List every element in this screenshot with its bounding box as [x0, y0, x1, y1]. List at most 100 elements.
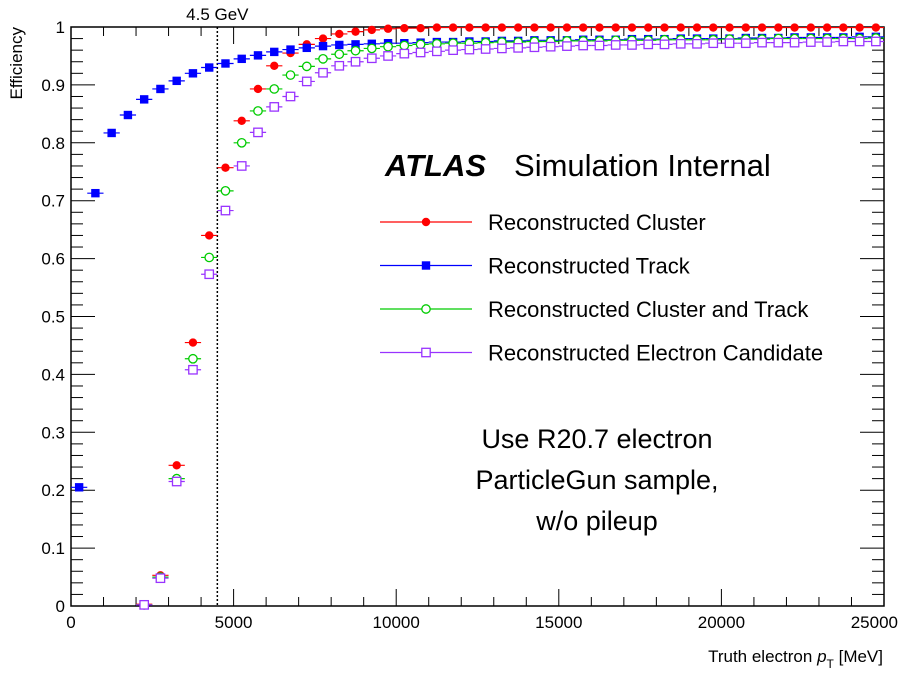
data-point: [269, 102, 280, 112]
y-tick-labels: 0 0.1 0.2 0.3 0.4 0.5 0.6 0.7 0.8 0.9 1: [41, 18, 65, 616]
legend-marker: [421, 217, 431, 227]
y-tick-label: 0: [56, 597, 65, 616]
data-point: [709, 23, 718, 32]
legend: Reconstructed Cluster Reconstructed Track…: [380, 210, 823, 366]
data-point: [270, 47, 279, 57]
legend-label: Reconstructed Cluster: [488, 210, 706, 235]
data-point: [660, 23, 669, 32]
data-point: [334, 60, 345, 71]
legend-label: Reconstructed Cluster and Track: [488, 297, 809, 322]
y-tick-label: 0.6: [41, 250, 65, 269]
data-point: [773, 37, 784, 48]
data-point: [627, 23, 637, 32]
data-point: [237, 54, 246, 64]
data-point: [351, 40, 360, 49]
data-point: [481, 23, 490, 32]
data-point: [221, 163, 230, 172]
data-point: [400, 23, 409, 33]
data-point: [822, 23, 832, 32]
data-point: [757, 37, 767, 48]
data-point: [301, 76, 312, 87]
data-point: [464, 44, 475, 55]
legend-label: Reconstructed Electron Candidate: [488, 341, 823, 366]
x-axis-title-unit: [MeV]: [834, 647, 883, 666]
data-point: [708, 38, 719, 49]
data-point: [545, 41, 556, 52]
legend-marker: [421, 304, 431, 314]
data-point: [497, 43, 507, 54]
x-tick-label: 5000: [215, 613, 253, 632]
x-axis-title: Truth electron pT [MeV]: [708, 647, 883, 671]
data-point: [692, 38, 702, 49]
data-point: [236, 161, 247, 171]
data-point: [871, 23, 881, 32]
data-point: [367, 25, 377, 35]
data-point: [383, 24, 393, 33]
data-point: [854, 36, 865, 47]
data-point: [188, 353, 198, 364]
data-point: [139, 599, 150, 610]
y-tick-label: 0.9: [41, 76, 65, 95]
data-point: [740, 38, 751, 49]
data-point: [855, 23, 864, 32]
data-point: [611, 23, 620, 32]
data-point: [220, 186, 231, 196]
data-point: [237, 116, 246, 125]
x-tick-labels: 0 5000 10000 15000 20000 25000: [66, 613, 898, 632]
data-point: [253, 127, 263, 138]
data-point: [399, 40, 410, 51]
y-tick-label: 0.1: [41, 539, 65, 558]
data-point: [839, 23, 848, 32]
y-tick-label: 0.8: [41, 134, 65, 153]
data-point: [480, 44, 491, 54]
data-point: [366, 43, 377, 54]
data-point: [838, 36, 849, 47]
data-point: [594, 40, 605, 51]
data-point: [253, 51, 263, 60]
data-point: [415, 39, 426, 50]
data-point: [595, 23, 604, 32]
series-2: [71, 32, 884, 492]
x-tick-label: 20000: [698, 613, 745, 632]
data-point: [286, 45, 295, 54]
data-point: [301, 61, 312, 72]
data-point: [188, 338, 198, 347]
data-point: [172, 461, 181, 470]
x-tick-label: 15000: [535, 613, 582, 632]
data-point: [350, 45, 361, 56]
data-point: [139, 95, 149, 104]
data-point: [205, 231, 214, 240]
data-point: [236, 137, 247, 148]
annotation-line-1: Use R20.7 electron: [481, 424, 712, 454]
data-point: [431, 46, 442, 57]
data-point: [107, 128, 116, 138]
data-point: [74, 483, 84, 492]
data-point: [562, 41, 572, 51]
data-point: [432, 23, 442, 32]
x-tick-label: 0: [66, 613, 75, 632]
data-point: [188, 69, 198, 78]
data-point: [204, 269, 215, 280]
data-point: [383, 41, 393, 52]
data-point: [366, 53, 377, 64]
data-point: [383, 51, 393, 61]
legend-label: Reconstructed Track: [488, 254, 691, 279]
data-point: [774, 23, 783, 32]
data-point: [448, 23, 458, 32]
atlas-label-rest: Simulation Internal: [514, 148, 771, 183]
data-point: [335, 40, 344, 50]
data-point: [285, 70, 296, 80]
data-point: [416, 23, 425, 33]
data-point: [805, 37, 816, 47]
data-point: [724, 38, 735, 49]
series-4: [136, 36, 884, 610]
data-point: [302, 43, 311, 53]
data-point: [530, 23, 539, 32]
data-point: [350, 56, 361, 67]
data-point: [562, 23, 572, 32]
data-point: [91, 188, 100, 198]
y-axis-title: Efficiency: [7, 27, 26, 100]
data-point: [757, 23, 767, 32]
data-point: [318, 67, 328, 78]
